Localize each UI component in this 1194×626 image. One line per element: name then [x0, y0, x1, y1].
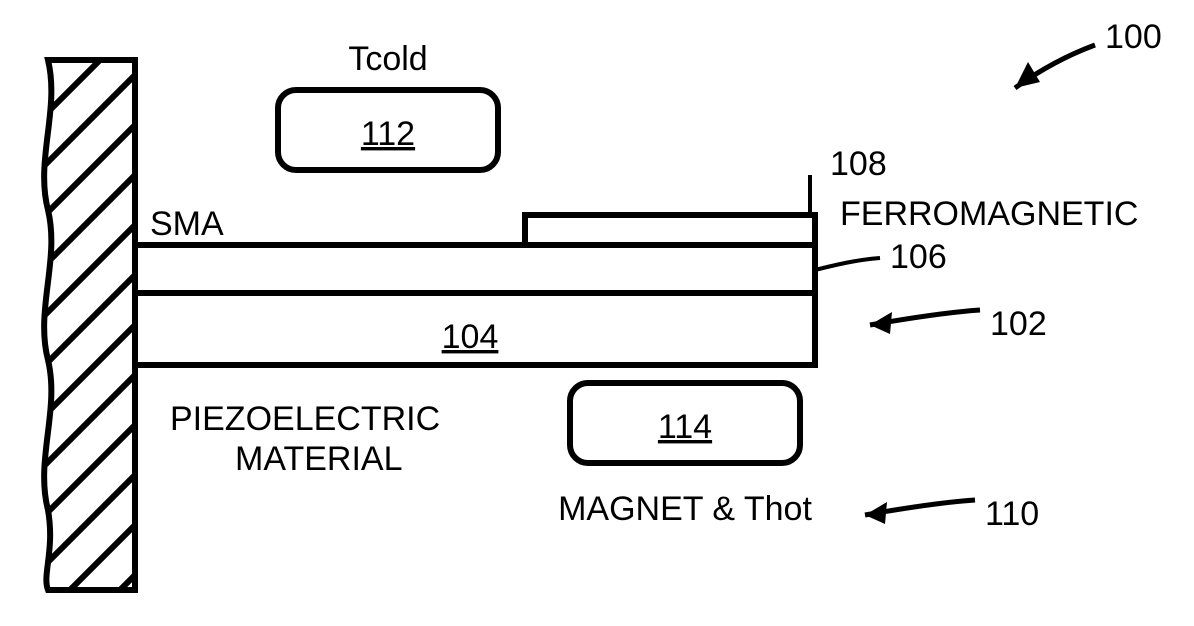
ref-102: 102 [990, 305, 1047, 343]
ref-108: 108 [830, 145, 887, 183]
arrow-110: 110 [865, 495, 1039, 533]
svg-text:104: 104 [442, 318, 499, 356]
svg-text:114: 114 [658, 408, 712, 446]
ref-110: 110 [985, 495, 1039, 533]
ref-106: 106 [890, 238, 947, 276]
leader-106: 106 [815, 238, 947, 276]
diagram-svg: 112 Tcold 114 MAGNET & Thot SMA PIEZOELE… [0, 0, 1194, 626]
ref-100: 100 [1105, 18, 1162, 56]
tcold-label: Tcold [348, 40, 427, 78]
thot-block: 114 [570, 383, 800, 463]
thot-ref: 114 [658, 408, 712, 446]
arrow-100: 100 [1015, 18, 1162, 88]
piezo-ref: 104 [442, 318, 499, 356]
sma-label: SMA [150, 205, 224, 243]
ferromagnetic-tab [525, 215, 815, 245]
tcold-ref: 112 [361, 115, 415, 153]
svg-text:112: 112 [361, 115, 415, 153]
ferro-label: FERROMAGNETIC [840, 195, 1138, 233]
piezo-label-1: PIEZOELECTRIC [170, 400, 440, 438]
thot-label: MAGNET & Thot [558, 490, 812, 528]
piezo-label-2: MATERIAL [235, 440, 403, 478]
arrow-102: 102 [870, 305, 1047, 343]
tcold-block: 112 [278, 90, 498, 170]
